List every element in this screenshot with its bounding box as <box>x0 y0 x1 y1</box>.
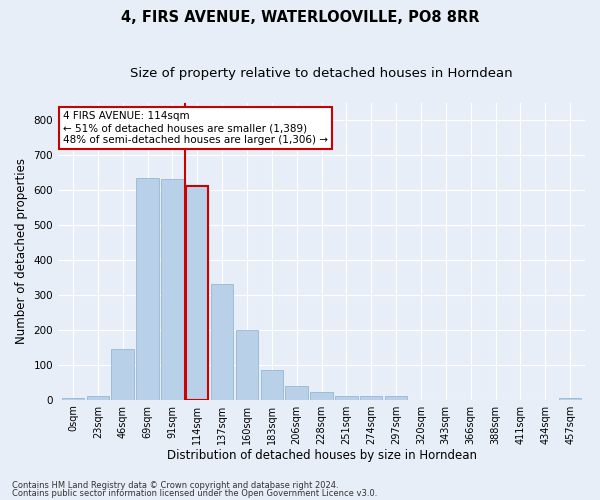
Text: 4, FIRS AVENUE, WATERLOOVILLE, PO8 8RR: 4, FIRS AVENUE, WATERLOOVILLE, PO8 8RR <box>121 10 479 25</box>
Bar <box>112 349 134 400</box>
Bar <box>559 398 581 400</box>
Bar <box>136 178 159 400</box>
Text: Contains HM Land Registry data © Crown copyright and database right 2024.: Contains HM Land Registry data © Crown c… <box>12 481 338 490</box>
Bar <box>161 180 184 400</box>
Bar <box>62 398 84 400</box>
Title: Size of property relative to detached houses in Horndean: Size of property relative to detached ho… <box>130 68 513 80</box>
Bar <box>211 284 233 400</box>
Y-axis label: Number of detached properties: Number of detached properties <box>15 158 28 344</box>
X-axis label: Distribution of detached houses by size in Horndean: Distribution of detached houses by size … <box>167 450 476 462</box>
Bar <box>260 370 283 400</box>
Bar <box>335 396 358 400</box>
Bar <box>385 396 407 400</box>
Bar <box>186 186 208 400</box>
Text: 4 FIRS AVENUE: 114sqm
← 51% of detached houses are smaller (1,389)
48% of semi-d: 4 FIRS AVENUE: 114sqm ← 51% of detached … <box>64 112 328 144</box>
Bar <box>286 386 308 400</box>
Bar <box>310 392 333 400</box>
Text: Contains public sector information licensed under the Open Government Licence v3: Contains public sector information licen… <box>12 488 377 498</box>
Bar <box>86 396 109 400</box>
Bar <box>236 330 258 400</box>
Bar <box>360 396 382 400</box>
